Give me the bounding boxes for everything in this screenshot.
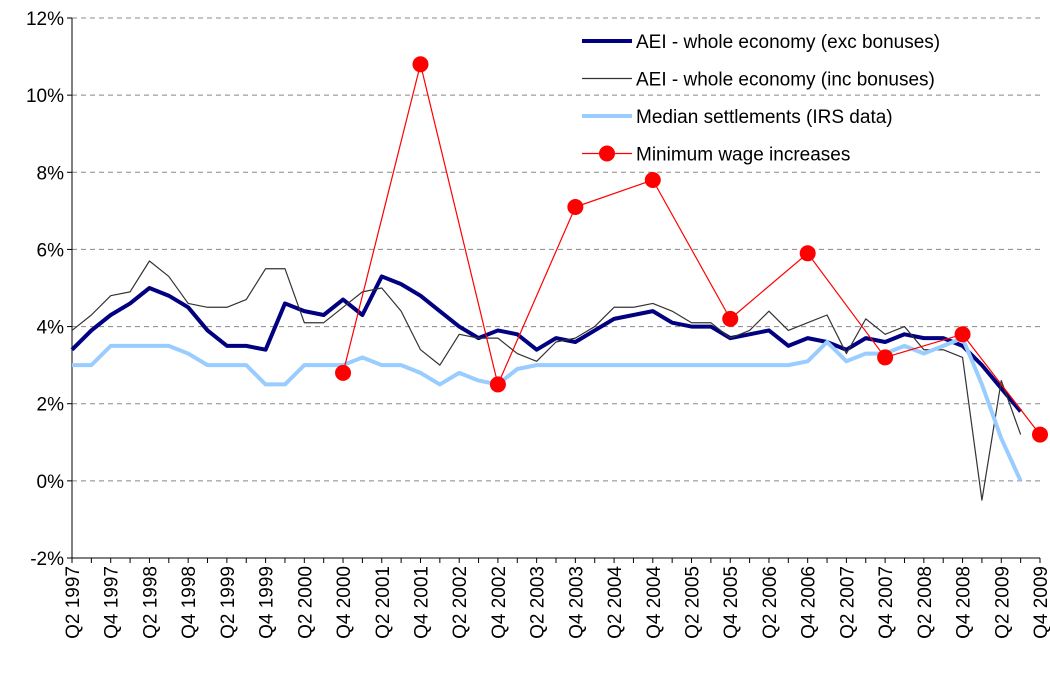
x-tick-label: Q2 2009 [992, 566, 1013, 639]
x-tick-label: Q2 1999 [218, 566, 239, 639]
x-tick-label: Q4 2001 [411, 566, 432, 639]
marker [954, 326, 971, 343]
series-line [70, 274, 1023, 413]
legend-bg [578, 100, 1023, 132]
x-tick-label: Q2 2008 [915, 566, 936, 639]
legend-bg [578, 62, 1023, 95]
x-tick-label: Q2 2004 [605, 566, 626, 639]
x-tick-label: Q2 2002 [450, 566, 471, 639]
x-tick-label: Q4 2000 [334, 566, 355, 639]
y-tick-label: 6% [37, 240, 65, 261]
x-tick-label: Q2 2007 [837, 566, 858, 639]
legend-label: Minimum wage increases [636, 145, 850, 166]
x-tick-label: Q4 2009 [1031, 566, 1050, 639]
x-tick-label: Q4 1997 [102, 566, 123, 639]
x-tick-label: Q4 2006 [799, 566, 820, 639]
series-line [71, 260, 1022, 501]
x-tick-label: Q2 1998 [140, 566, 161, 639]
y-tick-label: 12% [26, 9, 64, 30]
x-tick-label: Q4 2008 [954, 566, 975, 639]
x-tick-label: Q4 1998 [179, 566, 200, 639]
marker [567, 199, 584, 215]
x-tick-label: Q4 2002 [489, 566, 510, 639]
y-tick-label: 10% [26, 86, 64, 107]
x-tick-label: Q2 2006 [760, 566, 781, 639]
x-tick-label: Q2 2003 [528, 566, 549, 639]
x-tick-label: Q4 2004 [644, 566, 665, 639]
y-tick-label: 2% [37, 395, 65, 416]
legend-bg [578, 25, 1023, 57]
x-tick-label: Q4 2005 [721, 566, 742, 639]
series-line [342, 63, 1041, 435]
y-tick-label: 4% [37, 318, 65, 339]
series-line [72, 336, 1023, 482]
legend-bg [578, 137, 1023, 170]
marker [412, 56, 429, 73]
marker [489, 376, 506, 393]
x-tick-label: Q2 2000 [295, 566, 316, 639]
marker [644, 172, 661, 188]
marker [1032, 426, 1048, 443]
x-tick-label: Q2 2001 [373, 566, 394, 639]
marker [335, 364, 352, 381]
marker [799, 245, 816, 262]
legend-label: AEI - whole economy (exc bonuses) [636, 32, 940, 53]
legend-label: Median settlements (IRS data) [636, 107, 893, 128]
y-tick-label: 8% [37, 163, 65, 184]
y-tick-label: 0% [37, 472, 65, 493]
x-tick-label: Q4 2007 [876, 566, 897, 639]
x-tick-label: Q2 2005 [683, 566, 704, 639]
legend-label: AEI - whole economy (inc bonuses) [636, 70, 935, 91]
marker [722, 310, 739, 327]
marker [877, 349, 894, 366]
legend-marker [599, 145, 615, 162]
x-tick-label: Q4 1999 [257, 566, 278, 639]
x-tick-label: Q4 2003 [566, 566, 587, 639]
x-tick-label: Q2 1997 [63, 566, 84, 639]
y-tick-label: -2% [30, 549, 64, 570]
